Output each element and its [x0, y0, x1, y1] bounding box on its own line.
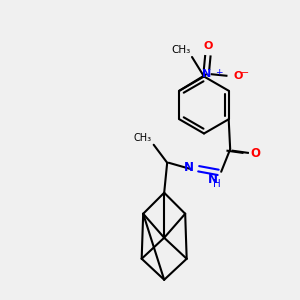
- Text: O: O: [250, 147, 260, 160]
- Text: N: N: [184, 161, 194, 174]
- Text: H: H: [213, 179, 221, 189]
- Text: CH₃: CH₃: [133, 133, 151, 143]
- Text: N: N: [208, 173, 218, 186]
- Text: O: O: [233, 71, 243, 81]
- Text: −: −: [242, 68, 250, 78]
- Text: N: N: [202, 69, 211, 79]
- Text: CH₃: CH₃: [171, 45, 190, 55]
- Text: +: +: [215, 68, 222, 77]
- Text: O: O: [203, 41, 212, 51]
